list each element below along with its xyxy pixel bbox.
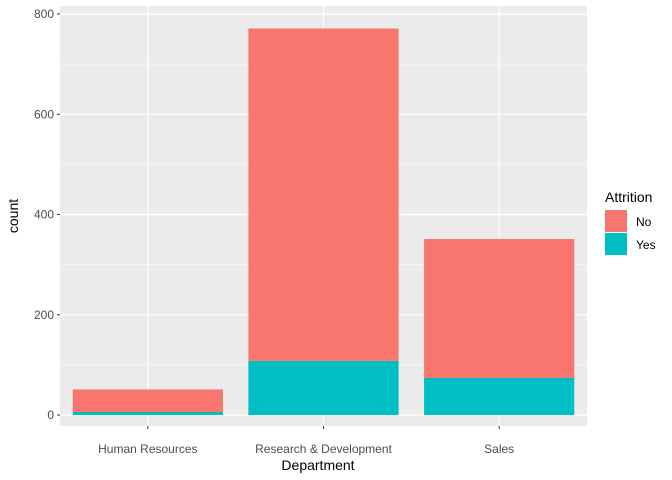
y-tick-label: 800 xyxy=(34,7,54,21)
legend-key-yes xyxy=(605,233,627,255)
y-tick-label: 200 xyxy=(34,308,54,322)
y-tick-label: 400 xyxy=(34,208,54,222)
bar-no-research-development xyxy=(248,28,399,361)
x-axis-title: Department xyxy=(281,457,354,473)
bar-no-sales xyxy=(424,239,575,378)
bar-yes-research-development xyxy=(248,360,399,415)
legend: Attrition No Yes xyxy=(605,189,656,255)
bar-yes-sales xyxy=(424,377,575,415)
x-tick-label: Human Resources xyxy=(98,442,197,456)
x-axis-ticks: Human Resources Research & Development Sal… xyxy=(98,426,514,456)
bars xyxy=(72,28,575,415)
legend-items: No Yes xyxy=(605,210,656,255)
bar-yes-human-resources xyxy=(72,411,223,415)
y-axis-title: count xyxy=(5,199,21,233)
legend-key-no xyxy=(605,210,627,232)
legend-label-yes: Yes xyxy=(636,238,656,252)
legend-title: Attrition xyxy=(605,189,652,205)
y-axis-ticks: 0 200 400 600 800 xyxy=(34,7,60,422)
bar-no-human-resources xyxy=(72,389,223,412)
x-tick-label: Research & Development xyxy=(255,442,392,456)
y-tick-label: 0 xyxy=(47,408,54,422)
legend-label-no: No xyxy=(636,215,652,229)
x-tick-label: Sales xyxy=(484,442,514,456)
y-tick-label: 600 xyxy=(34,107,54,121)
